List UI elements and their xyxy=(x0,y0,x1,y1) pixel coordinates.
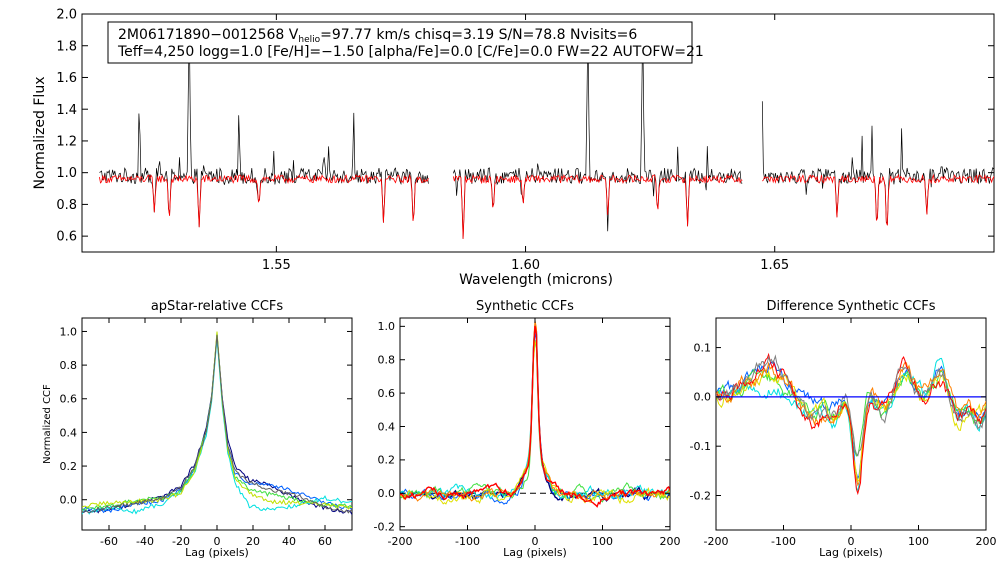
synthetic-y-tick-label: 0.6 xyxy=(378,387,396,400)
apstar-ccf-line-5 xyxy=(82,331,352,510)
model-spectrum-chip-1 xyxy=(99,173,429,228)
synthetic-plot-area xyxy=(400,320,670,508)
difference-plot-area xyxy=(716,352,986,496)
synthetic-y-tick-label: 1.0 xyxy=(378,320,396,333)
synthetic-y-tick-label: 0.4 xyxy=(378,420,396,433)
apstar-y-tick-label: 0.0 xyxy=(60,494,78,507)
synthetic-ccf-line-2 xyxy=(400,333,670,505)
apstar-ccf-line-3 xyxy=(82,338,352,515)
synthetic-y-tick-label: 0.8 xyxy=(378,354,396,367)
model-spectrum-chip-3 xyxy=(762,173,994,226)
apstar-plot-area xyxy=(82,331,352,515)
apstar-x-label: Lag (pixels) xyxy=(185,546,249,559)
synthetic-x-tick-label: 0 xyxy=(532,535,539,548)
apstar-y-tick-label: 1.0 xyxy=(60,325,78,338)
spectrum-y-tick-label: 1.0 xyxy=(56,166,77,181)
spectrum-info-line1: 2M06171890−0012568 Vhelio=97.77 km/s chi… xyxy=(118,27,637,45)
apstar-y-label: Normalized CCF xyxy=(42,384,53,464)
spectrum-info-box xyxy=(107,21,693,64)
apstar-axes: -60 -40 -20 0 20 40 60 0.0 0.2 0.4 0.6 0.8 1.0 xyxy=(60,318,352,548)
spectrum-frame xyxy=(81,13,995,253)
synthetic-ccf-panel: Synthetic CCFs -200 -100 0 100 200 -0.2 0.0 0.2… xyxy=(374,299,681,559)
difference-x-tick-label: -100 xyxy=(771,535,796,548)
apstar-ccf-line-4 xyxy=(82,333,352,512)
apstar-y-tick-label: 0.6 xyxy=(60,393,78,406)
apstar-x-tick-label: 60 xyxy=(318,535,332,548)
apstar-x-tick-label: -40 xyxy=(136,535,154,548)
synthetic-title: Synthetic CCFs xyxy=(476,299,574,314)
synthetic-x-tick-label: -200 xyxy=(388,535,413,548)
difference-x-tick-label: 100 xyxy=(908,535,929,548)
difference-axes: -200 -100 0 100 200 -0.2 -0.1 0.0 0.1 xyxy=(690,318,997,548)
spectrum-panel: 1.55 1.60 1.65 0.6 0.8 1.0 1.2 1.4 1.6 1.8 2.0 2M0… xyxy=(32,8,995,288)
model-spectrum-chip-2 xyxy=(452,173,743,239)
difference-x-tick-label: 0 xyxy=(848,535,855,548)
spectrum-info-line2: Teff=4,250 logg=1.0 [Fe/H]=−1.50 [alpha/… xyxy=(117,44,704,60)
spectrum-x-label: Wavelength (microns) xyxy=(459,272,613,288)
observed-spectrum-chip-2 xyxy=(452,22,743,239)
synthetic-y-tick-label: -0.2 xyxy=(374,521,395,534)
spectrum-y-tick-label: 0.8 xyxy=(56,198,77,213)
synthetic-ccf-line-1 xyxy=(400,326,670,502)
difference-x-tick-label: -200 xyxy=(704,535,729,548)
difference-ccf-line-7 xyxy=(716,354,986,457)
synthetic-y-tick-label: 0.0 xyxy=(378,487,396,500)
synthetic-x-tick-label: 100 xyxy=(592,535,613,548)
difference-y-tick-label: 0.1 xyxy=(694,341,712,354)
apstar-ccf-panel: apStar-relative CCFs -60 -40 -20 0 20 40 60 0.0… xyxy=(42,299,353,559)
apstar-x-tick-label: -20 xyxy=(172,535,190,548)
difference-title: Difference Synthetic CCFs xyxy=(766,299,935,314)
difference-y-tick-label: -0.1 xyxy=(690,440,711,453)
apstar-ccf-line-2 xyxy=(82,336,352,514)
apstar-y-tick-label: 0.8 xyxy=(60,359,78,372)
spectrum-axes: 1.55 1.60 1.65 0.6 0.8 1.0 1.2 1.4 1.6 1.8 2.0 xyxy=(56,8,994,273)
apstar-x-tick-label: 0 xyxy=(214,535,221,548)
difference-y-tick-label: -0.2 xyxy=(690,489,711,502)
apstar-ccf-line-1 xyxy=(82,334,352,515)
synthetic-ccf-line-4 xyxy=(400,340,670,503)
apstar-x-tick-label: -60 xyxy=(100,535,118,548)
difference-y-tick-label: 0.0 xyxy=(694,391,712,404)
spectrum-y-tick-label: 0.6 xyxy=(56,230,77,245)
spectrum-x-tick-label: 1.60 xyxy=(511,258,540,273)
difference-ccf-panel: Difference Synthetic CCFs -200 -100 0 100 20… xyxy=(690,299,997,559)
spectrum-plot-area xyxy=(99,22,994,239)
spectrum-y-tick-label: 1.2 xyxy=(56,134,77,149)
synthetic-x-label: Lag (pixels) xyxy=(503,546,567,559)
apstar-y-tick-label: 0.2 xyxy=(60,460,78,473)
synthetic-x-tick-label: -100 xyxy=(455,535,480,548)
synthetic-x-tick-label: 200 xyxy=(660,535,681,548)
spectrum-x-tick-label: 1.55 xyxy=(262,258,291,273)
spectrum-y-label: Normalized Flux xyxy=(32,77,48,190)
difference-ccf-line-6 xyxy=(716,352,986,496)
apstar-ccf-line-6 xyxy=(82,334,352,514)
synthetic-ccf-line-3 xyxy=(400,324,670,501)
apstar-x-tick-label: 20 xyxy=(246,535,260,548)
synthetic-ccf-line-7 xyxy=(400,325,670,508)
apstar-title: apStar-relative CCFs xyxy=(151,299,284,314)
spectrum-y-tick-label: 1.4 xyxy=(56,103,77,118)
apstar-x-tick-label: 40 xyxy=(282,535,296,548)
spectrum-y-tick-label: 1.8 xyxy=(56,39,77,54)
spectrum-y-tick-label: 1.6 xyxy=(56,71,77,86)
apstar-y-tick-label: 0.4 xyxy=(60,426,78,439)
spectrum-y-tick-label: 2.0 xyxy=(56,8,77,23)
spectrum-x-tick-label: 1.65 xyxy=(760,258,789,273)
synthetic-y-tick-label: 0.2 xyxy=(378,454,396,467)
difference-x-label: Lag (pixels) xyxy=(819,546,883,559)
synthetic-ccf-line-5 xyxy=(400,340,670,505)
synthetic-axes: -200 -100 0 100 200 -0.2 0.0 0.2 0.4 0.6 0.8 1.0 xyxy=(374,318,681,548)
observed-spectrum-chip-3 xyxy=(761,101,994,225)
difference-x-tick-label: 200 xyxy=(976,535,997,548)
